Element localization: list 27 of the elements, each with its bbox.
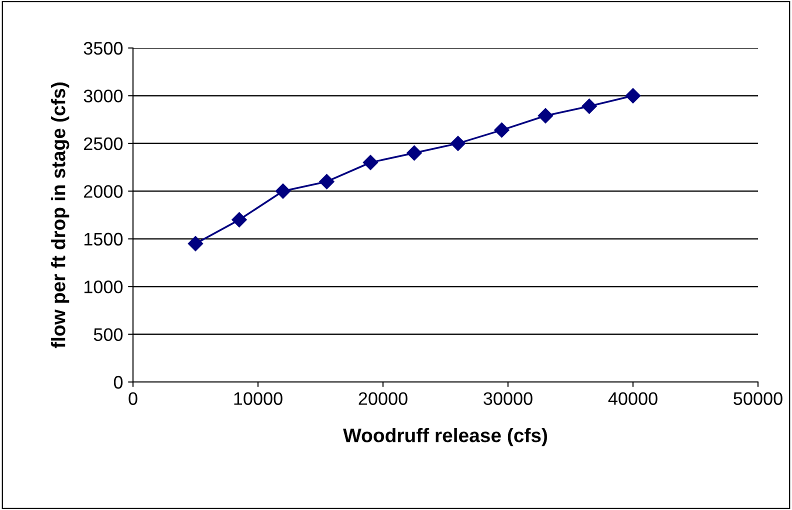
x-tick-label: 0 xyxy=(128,392,138,405)
point xyxy=(538,108,554,124)
y-tick-label: 3000 xyxy=(84,90,123,102)
y-tick-label: 0 xyxy=(114,376,123,389)
point xyxy=(494,122,510,138)
x-tick-label: 40000 xyxy=(608,392,658,405)
y-axis-title: flow per ft drop in stage (cfs) xyxy=(51,82,70,348)
point xyxy=(582,98,597,114)
y-tick-label: 1500 xyxy=(84,232,123,246)
point xyxy=(406,145,422,161)
x-axis-title: Woodruff release (cfs) xyxy=(343,428,548,446)
y-tick-label: 2500 xyxy=(84,137,123,150)
x-tick-label: 30000 xyxy=(484,392,532,405)
point xyxy=(188,236,204,252)
point xyxy=(450,136,466,151)
x-tick-label: 50000 xyxy=(734,392,782,405)
point xyxy=(362,154,378,170)
point xyxy=(319,174,334,190)
point xyxy=(232,212,247,228)
point xyxy=(275,184,291,199)
y-tick-label: 500 xyxy=(94,328,123,342)
x-tick-label: 20000 xyxy=(358,392,408,405)
point xyxy=(625,88,641,104)
y-tick-label: 3500 xyxy=(84,42,123,55)
y-tick-label: 1000 xyxy=(84,280,123,294)
y-tick-label: 2000 xyxy=(84,185,123,198)
x-tick-label: 10000 xyxy=(234,392,282,405)
